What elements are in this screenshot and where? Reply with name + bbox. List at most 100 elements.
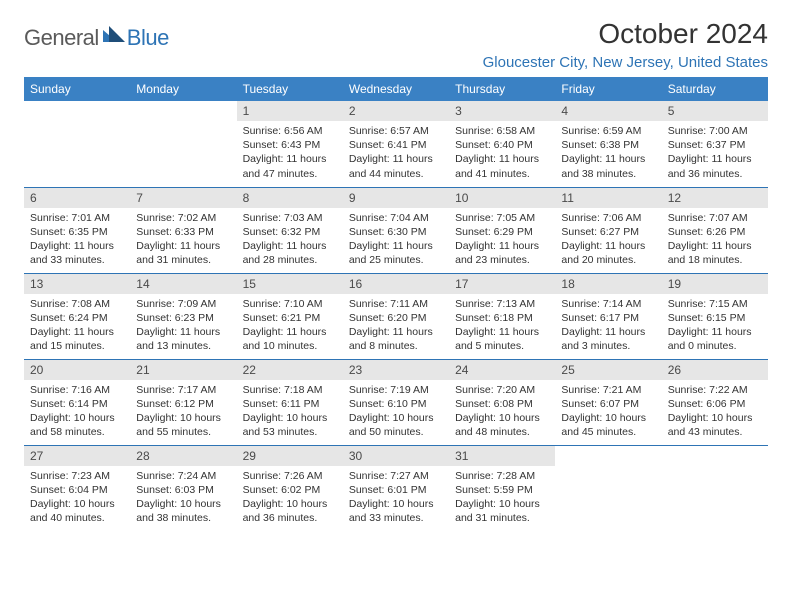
day-number: 14 [130,274,236,294]
month-title: October 2024 [483,18,768,50]
sunrise-text: Sunrise: 7:11 AM [349,297,443,311]
daylight-text: Daylight: 10 hours and 36 minutes. [243,497,337,525]
sunset-text: Sunset: 6:21 PM [243,311,337,325]
day-number: 2 [343,101,449,121]
sunset-text: Sunset: 6:08 PM [455,397,549,411]
calendar-day-cell: . [555,445,661,531]
weekday-header: Friday [555,77,661,101]
day-details: Sunrise: 7:10 AMSunset: 6:21 PMDaylight:… [237,294,343,357]
daylight-text: Daylight: 11 hours and 47 minutes. [243,152,337,180]
brand-logo: General Blue [24,24,169,52]
calendar-day-cell: 23Sunrise: 7:19 AMSunset: 6:10 PMDayligh… [343,359,449,445]
day-details: Sunrise: 7:02 AMSunset: 6:33 PMDaylight:… [130,208,236,271]
day-number: 21 [130,360,236,380]
sunset-text: Sunset: 6:41 PM [349,138,443,152]
day-details: Sunrise: 6:57 AMSunset: 6:41 PMDaylight:… [343,121,449,184]
sunrise-text: Sunrise: 7:07 AM [668,211,762,225]
daylight-text: Daylight: 11 hours and 20 minutes. [561,239,655,267]
day-details: Sunrise: 7:11 AMSunset: 6:20 PMDaylight:… [343,294,449,357]
calendar-day-cell: 29Sunrise: 7:26 AMSunset: 6:02 PMDayligh… [237,445,343,531]
sunset-text: Sunset: 6:20 PM [349,311,443,325]
sunrise-text: Sunrise: 7:18 AM [243,383,337,397]
calendar-body: ..1Sunrise: 6:56 AMSunset: 6:43 PMDaylig… [24,101,768,531]
day-details: Sunrise: 7:14 AMSunset: 6:17 PMDaylight:… [555,294,661,357]
sunrise-text: Sunrise: 7:22 AM [668,383,762,397]
daylight-text: Daylight: 11 hours and 15 minutes. [30,325,124,353]
sunset-text: Sunset: 5:59 PM [455,483,549,497]
sunrise-text: Sunrise: 7:26 AM [243,469,337,483]
day-details: Sunrise: 7:09 AMSunset: 6:23 PMDaylight:… [130,294,236,357]
daylight-text: Daylight: 10 hours and 33 minutes. [349,497,443,525]
day-details: Sunrise: 6:59 AMSunset: 6:38 PMDaylight:… [555,121,661,184]
sunset-text: Sunset: 6:37 PM [668,138,762,152]
sunrise-text: Sunrise: 7:21 AM [561,383,655,397]
sunset-text: Sunset: 6:40 PM [455,138,549,152]
sunset-text: Sunset: 6:35 PM [30,225,124,239]
day-number: 5 [662,101,768,121]
sunset-text: Sunset: 6:04 PM [30,483,124,497]
day-details: Sunrise: 7:06 AMSunset: 6:27 PMDaylight:… [555,208,661,271]
sunrise-text: Sunrise: 7:02 AM [136,211,230,225]
day-number: 16 [343,274,449,294]
sunset-text: Sunset: 6:06 PM [668,397,762,411]
sunrise-text: Sunrise: 7:06 AM [561,211,655,225]
daylight-text: Daylight: 11 hours and 13 minutes. [136,325,230,353]
sunset-text: Sunset: 6:24 PM [30,311,124,325]
day-details: Sunrise: 7:23 AMSunset: 6:04 PMDaylight:… [24,466,130,529]
day-details: Sunrise: 7:18 AMSunset: 6:11 PMDaylight:… [237,380,343,443]
day-number: 4 [555,101,661,121]
calendar-day-cell: 16Sunrise: 7:11 AMSunset: 6:20 PMDayligh… [343,273,449,359]
calendar-day-cell: 30Sunrise: 7:27 AMSunset: 6:01 PMDayligh… [343,445,449,531]
weekday-header: Saturday [662,77,768,101]
sunset-text: Sunset: 6:01 PM [349,483,443,497]
sunrise-text: Sunrise: 7:13 AM [455,297,549,311]
daylight-text: Daylight: 11 hours and 5 minutes. [455,325,549,353]
day-number: 28 [130,446,236,466]
day-number: 11 [555,188,661,208]
day-number: 15 [237,274,343,294]
day-details: Sunrise: 7:00 AMSunset: 6:37 PMDaylight:… [662,121,768,184]
weekday-header: Wednesday [343,77,449,101]
calendar-day-cell: 6Sunrise: 7:01 AMSunset: 6:35 PMDaylight… [24,187,130,273]
day-details: Sunrise: 7:21 AMSunset: 6:07 PMDaylight:… [555,380,661,443]
day-details: Sunrise: 7:22 AMSunset: 6:06 PMDaylight:… [662,380,768,443]
calendar-day-cell: 20Sunrise: 7:16 AMSunset: 6:14 PMDayligh… [24,359,130,445]
title-block: October 2024 Gloucester City, New Jersey… [483,18,768,71]
sunrise-text: Sunrise: 7:15 AM [668,297,762,311]
daylight-text: Daylight: 11 hours and 18 minutes. [668,239,762,267]
day-details: Sunrise: 7:17 AMSunset: 6:12 PMDaylight:… [130,380,236,443]
weekday-header: Sunday [24,77,130,101]
sunrise-text: Sunrise: 6:58 AM [455,124,549,138]
calendar-day-cell: 15Sunrise: 7:10 AMSunset: 6:21 PMDayligh… [237,273,343,359]
sunrise-text: Sunrise: 7:17 AM [136,383,230,397]
sunset-text: Sunset: 6:18 PM [455,311,549,325]
calendar-day-cell: 18Sunrise: 7:14 AMSunset: 6:17 PMDayligh… [555,273,661,359]
calendar-day-cell: . [130,101,236,187]
day-details: Sunrise: 7:15 AMSunset: 6:15 PMDaylight:… [662,294,768,357]
calendar-day-cell: 7Sunrise: 7:02 AMSunset: 6:33 PMDaylight… [130,187,236,273]
day-number: 22 [237,360,343,380]
sunset-text: Sunset: 6:30 PM [349,225,443,239]
day-number: 9 [343,188,449,208]
sunrise-text: Sunrise: 7:00 AM [668,124,762,138]
day-details: Sunrise: 7:08 AMSunset: 6:24 PMDaylight:… [24,294,130,357]
daylight-text: Daylight: 10 hours and 50 minutes. [349,411,443,439]
daylight-text: Daylight: 11 hours and 44 minutes. [349,152,443,180]
sunrise-text: Sunrise: 7:04 AM [349,211,443,225]
calendar-day-cell: 11Sunrise: 7:06 AMSunset: 6:27 PMDayligh… [555,187,661,273]
daylight-text: Daylight: 10 hours and 31 minutes. [455,497,549,525]
page-header: General Blue October 2024 Gloucester Cit… [24,18,768,71]
calendar-week-row: 20Sunrise: 7:16 AMSunset: 6:14 PMDayligh… [24,359,768,445]
daylight-text: Daylight: 11 hours and 25 minutes. [349,239,443,267]
brand-triangle-icon [103,24,125,42]
sunset-text: Sunset: 6:10 PM [349,397,443,411]
brand-general: General [24,25,99,51]
sunset-text: Sunset: 6:14 PM [30,397,124,411]
sunset-text: Sunset: 6:02 PM [243,483,337,497]
day-details: Sunrise: 7:19 AMSunset: 6:10 PMDaylight:… [343,380,449,443]
sunset-text: Sunset: 6:43 PM [243,138,337,152]
sunrise-text: Sunrise: 7:03 AM [243,211,337,225]
sunset-text: Sunset: 6:03 PM [136,483,230,497]
daylight-text: Daylight: 11 hours and 41 minutes. [455,152,549,180]
sunrise-text: Sunrise: 7:09 AM [136,297,230,311]
